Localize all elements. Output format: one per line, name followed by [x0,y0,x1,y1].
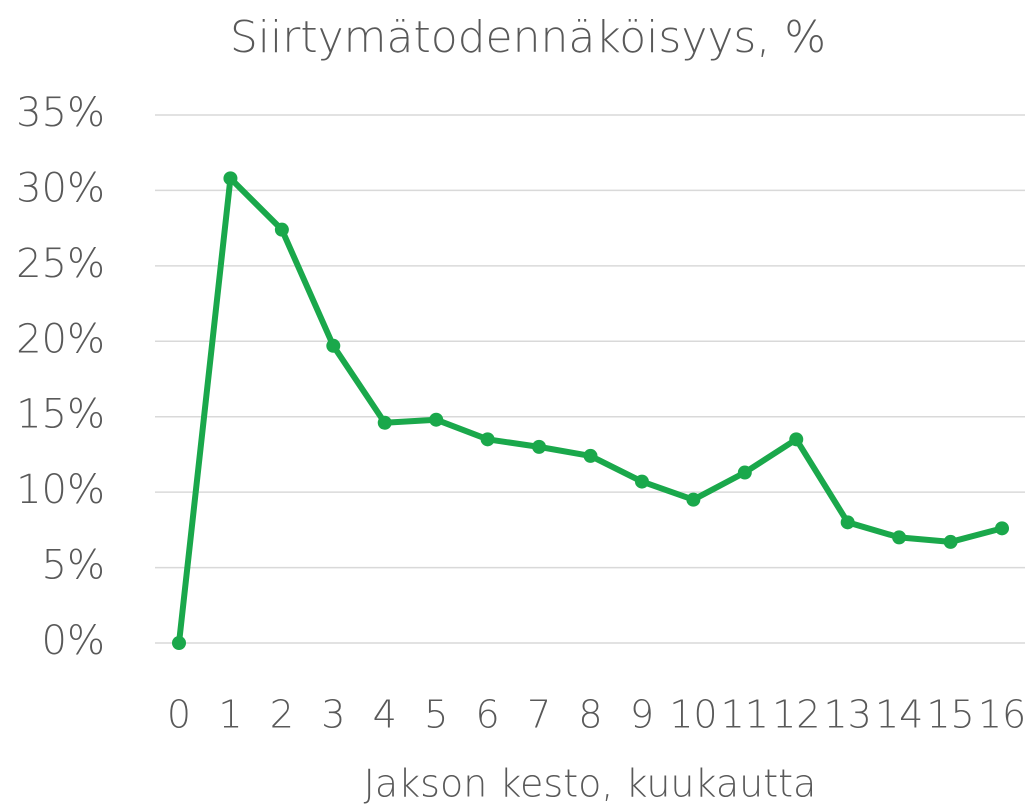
point [686,492,701,507]
point [172,636,186,650]
y-tick-label: 0% [42,618,105,664]
point [532,439,547,454]
point [840,515,855,530]
x-tick-label: 2 [270,693,294,737]
x-tick-label: 0 [167,693,191,737]
y-tick-label: 5% [42,543,105,589]
point [480,432,495,447]
point [995,521,1009,536]
point [223,171,238,186]
x-tick-label: 7 [527,693,551,737]
x-tick-label: 11 [721,693,769,737]
point [326,338,341,353]
point [583,448,598,463]
y-tick-label: 10% [16,467,105,513]
x-tick-label: 5 [424,693,448,737]
chart-title: Siirtymätodennäköisyys, % [230,12,826,63]
point [377,415,392,430]
x-tick-label: 15 [926,693,974,737]
x-tick-label: 3 [321,693,345,737]
y-tick-label: 15% [16,392,105,438]
x-tick-label: 6 [476,693,500,737]
point [737,465,752,480]
x-tick-label: 13 [824,693,872,737]
x-tick-label: 16 [978,693,1026,737]
point [943,534,958,549]
x-tick-label: 8 [578,693,602,737]
point [789,432,804,447]
point [892,530,907,545]
y-tick-label: 20% [16,316,105,362]
y-tick-label: 25% [16,241,105,287]
y-tick-label: 35% [16,90,105,136]
x-tick-label: 1 [218,693,242,737]
x-tick-label: 4 [373,693,397,737]
x-tick-label: 9 [630,693,654,737]
line [176,175,1003,644]
x-tick-label: 10 [669,693,717,737]
point [634,474,649,489]
x-tick-label: 12 [772,693,820,737]
point [429,412,444,427]
y-tick-label: 30% [16,165,105,211]
point [274,222,289,237]
x-tick-label: 14 [875,693,923,737]
x-axis-label: Jakson kesto, kuukautta [364,762,817,806]
